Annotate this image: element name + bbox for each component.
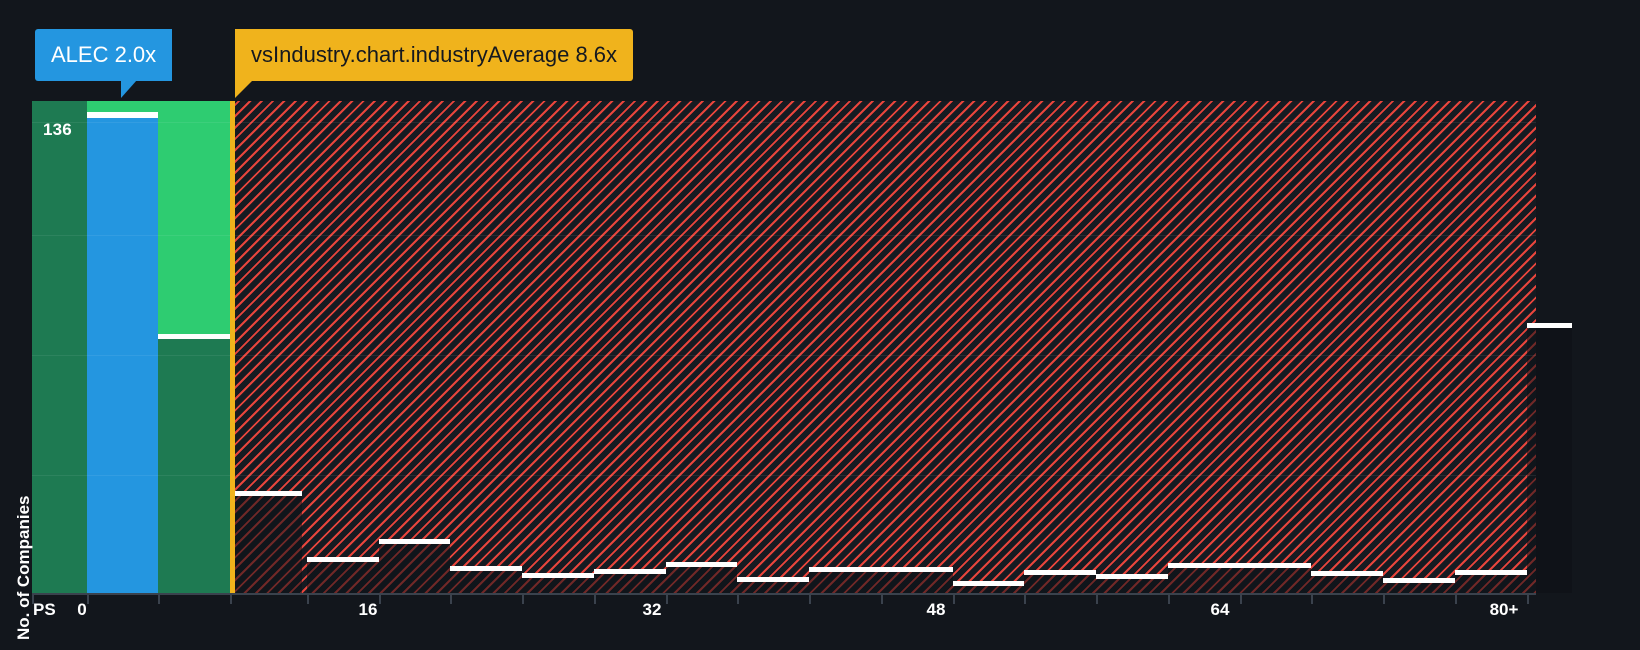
bar[interactable] [230, 491, 302, 593]
bar-series [32, 101, 1572, 593]
bar[interactable] [1311, 571, 1383, 593]
x-tick [809, 593, 811, 604]
bar-cap [450, 566, 522, 571]
x-tick [1240, 593, 1242, 604]
callout-tail-icon [235, 80, 253, 98]
x-tick-label: 48 [926, 600, 946, 619]
x-tick-label: 64 [1210, 600, 1230, 619]
bar-cap [158, 334, 230, 339]
industry-average-callout[interactable]: vsIndustry.chart.industryAverage 8.6x [235, 29, 634, 98]
bar[interactable] [158, 334, 230, 593]
x-tick [1455, 593, 1457, 604]
bar-cap [881, 567, 953, 572]
industry-hatch-overlay [230, 101, 1536, 593]
x-tick [594, 593, 596, 604]
bar-cap [1024, 570, 1096, 575]
bar-cap [1311, 571, 1383, 576]
callout-tail-icon [121, 80, 137, 98]
bar-cap [230, 491, 302, 496]
x-tick-label: 32 [642, 600, 662, 619]
company-callout-label: ALEC 2.0x [51, 42, 157, 67]
bar[interactable] [881, 567, 953, 593]
bar-overflow-80plus[interactable] [1527, 323, 1572, 593]
bar-cap [1455, 570, 1527, 575]
y-axis-title: No. of Companies [14, 495, 33, 640]
gridline [32, 475, 1536, 476]
bar-cap [87, 112, 158, 118]
bar[interactable] [953, 581, 1024, 593]
company-callout[interactable]: ALEC 2.0x [35, 29, 173, 98]
bar[interactable] [737, 577, 809, 593]
gridline [32, 122, 1536, 123]
x-tick [1311, 593, 1313, 604]
bar-cap [522, 573, 594, 578]
bar[interactable] [1168, 563, 1240, 593]
x-tick [307, 593, 309, 604]
bar-company-highlight[interactable] [87, 112, 158, 593]
x-tick [881, 593, 883, 604]
bar-cap [1168, 563, 1240, 568]
x-tick [1168, 593, 1170, 604]
x-tick [953, 593, 955, 604]
bar[interactable] [450, 566, 522, 593]
plot-area [32, 101, 1572, 593]
bar[interactable] [379, 539, 450, 593]
x-tick-label: 80+ [1489, 600, 1519, 619]
x-tick [230, 593, 232, 604]
x-axis-line [32, 593, 1536, 604]
bar[interactable] [1455, 570, 1527, 593]
x-tick [379, 593, 381, 604]
bar-cap [379, 539, 450, 544]
bar-cap [1527, 323, 1572, 328]
bar-cap [809, 567, 881, 572]
bar-cap [666, 562, 737, 567]
bar[interactable] [307, 557, 379, 593]
bar[interactable] [809, 567, 881, 593]
x-tick [737, 593, 739, 604]
bar[interactable] [1240, 563, 1311, 593]
gridline [32, 355, 1536, 356]
x-tick [1096, 593, 1098, 604]
x-tick [1383, 593, 1385, 604]
bar-cap [953, 581, 1024, 586]
bar-cap [1240, 563, 1311, 568]
bar[interactable] [1096, 574, 1168, 593]
bar-cap [594, 569, 666, 574]
x-tick [32, 593, 34, 604]
bar-cap [1096, 574, 1168, 579]
peak-value-label: 136 [43, 120, 72, 139]
x-tick [450, 593, 452, 604]
x-tick [1527, 593, 1529, 604]
bar-cap [737, 577, 809, 582]
bar[interactable] [1024, 570, 1096, 593]
bar[interactable] [1383, 578, 1455, 593]
industry-average-callout-label: vsIndustry.chart.industryAverage 8.6x [251, 42, 618, 67]
gridline [32, 235, 1536, 236]
x-tick [522, 593, 524, 604]
x-tick-label: 16 [358, 600, 378, 619]
bar[interactable] [594, 569, 666, 593]
x-tick [666, 593, 668, 604]
x-tick [158, 593, 160, 604]
bar[interactable] [666, 562, 737, 593]
industry-average-marker [230, 101, 235, 593]
bar[interactable] [32, 101, 87, 593]
bar-cap [307, 557, 379, 562]
bar[interactable] [522, 573, 594, 593]
x-tick [1024, 593, 1026, 604]
x-tick [87, 593, 89, 604]
x-axis-tick-labels: 0 16 32 48 64 80+ [0, 600, 1640, 640]
x-axis-metric-label: PS [33, 600, 56, 619]
bar-cap [1383, 578, 1455, 583]
x-tick-label: 0 [77, 600, 87, 619]
